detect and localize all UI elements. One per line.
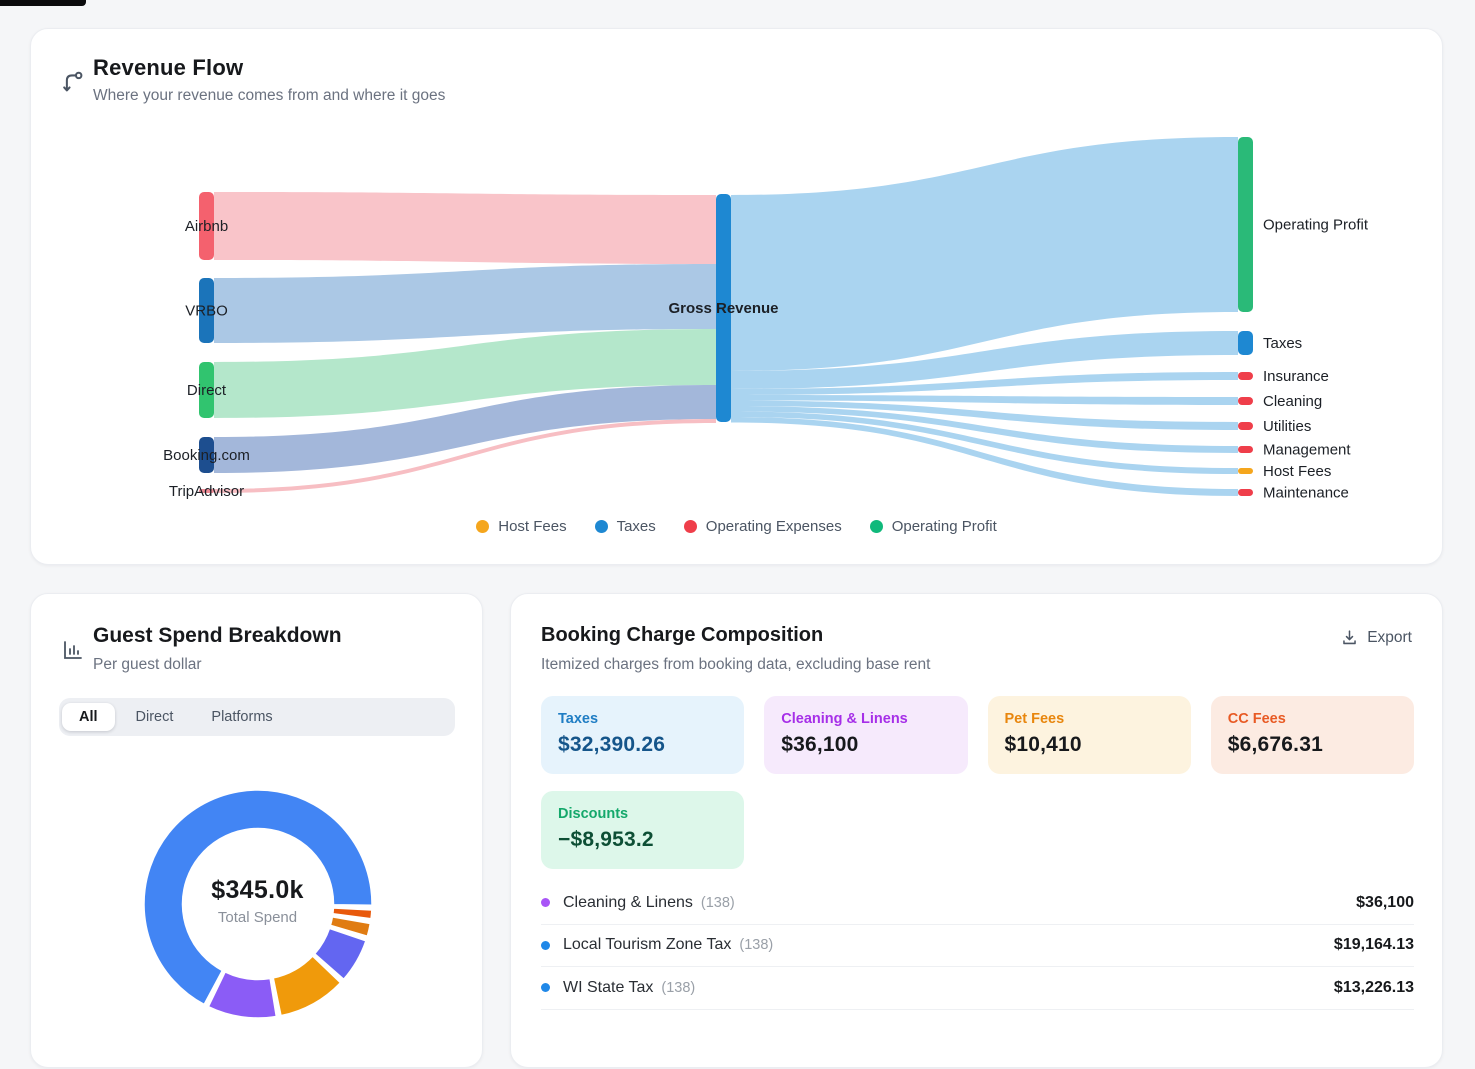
stat-label: Pet Fees: [1004, 711, 1065, 727]
tab-all[interactable]: All: [62, 703, 115, 731]
card-subtitle: Itemized charges from booking data, excl…: [541, 656, 931, 673]
stat-card-cc-fees: CC Fees $6,676.31: [1210, 696, 1414, 774]
donut-segment-dark-orange: [329, 916, 372, 938]
legend-item: Operating Expenses: [683, 518, 842, 535]
legend-item: Host Fees: [476, 518, 567, 535]
donut-segment-violet: [207, 970, 278, 1019]
row-label: Cleaning & Linens: [563, 893, 693, 911]
legend-item: Operating Profit: [869, 518, 997, 535]
stat-value: $6,676.31: [1227, 733, 1323, 756]
donut-center-text: $345.0k Total Spend: [31, 876, 484, 926]
booking-charge-card: Booking Charge Composition Itemized char…: [510, 593, 1443, 1068]
row-count: (138): [700, 894, 735, 911]
sankey-legend: Host Fees Taxes Operating Expenses Operatin…: [30, 518, 1443, 535]
flow-branch-icon: [59, 67, 86, 99]
charge-row: WI State Tax (138) $13,226.13: [541, 967, 1414, 1010]
guest-spend-card: Guest Spend Breakdown Per guest dollar A…: [30, 593, 483, 1068]
donut-chart: [143, 789, 373, 1019]
total-spend-label: Total Spend: [217, 909, 298, 926]
export-button[interactable]: Export: [1340, 628, 1412, 647]
row-value: $36,100: [1356, 893, 1414, 911]
stat-value: $32,390.26: [558, 733, 666, 756]
card-subtitle: Per guest dollar: [93, 656, 202, 673]
stat-card-discounts: Discounts −$8,953.2: [541, 791, 745, 869]
row-dot: [541, 898, 550, 908]
bar-chart-icon: [61, 638, 85, 667]
row-dot: [541, 983, 550, 993]
row-count: (138): [661, 979, 696, 996]
export-label: Export: [1367, 628, 1412, 646]
row-value: $19,164.13: [1333, 936, 1414, 954]
guest-spend-filter-tabs: All Direct Platforms: [59, 698, 455, 736]
donut-segment-red-orange-sliver: [332, 907, 373, 920]
card-title: Booking Charge Composition: [541, 624, 824, 646]
charge-stats-grid: Taxes $32,390.26 Cleaning & Linens $36,1…: [541, 696, 1414, 869]
legend-dot: [869, 520, 883, 533]
row-dot: [541, 940, 550, 950]
tab-direct[interactable]: Direct: [135, 709, 174, 725]
stat-card-taxes: Taxes $32,390.26: [541, 696, 745, 774]
download-icon: [1340, 628, 1359, 647]
row-value: $13,226.13: [1333, 978, 1414, 996]
donut-segment-indigo: [313, 927, 367, 981]
legend-dot: [476, 520, 490, 533]
row-count: (138): [739, 937, 774, 954]
total-spend-value: $345.0k: [211, 876, 304, 904]
charge-row: Local Tourism Zone Tax (138) $19,164.13: [541, 925, 1414, 967]
charge-rows-list: Cleaning & Linens (138) $36,100 Local To…: [541, 882, 1414, 1010]
revenue-flow-card: Revenue Flow Where your revenue comes fr…: [30, 28, 1443, 565]
stat-value: −$8,953.2: [558, 828, 654, 851]
tab-platforms[interactable]: Platforms: [211, 709, 273, 725]
row-label: Local Tourism Zone Tax: [563, 936, 732, 954]
legend-dot: [594, 520, 608, 533]
donut-segment-amber: [272, 955, 342, 1017]
stat-card-cleaning-linens: Cleaning & Linens $36,100: [764, 696, 968, 774]
charge-row: Cleaning & Linens (138) $36,100: [541, 882, 1414, 925]
stat-card-pet-fees: Pet Fees $10,410: [987, 696, 1191, 774]
donut-segment-primary-blue: [143, 789, 373, 1006]
card-subtitle: Where your revenue comes from and where …: [93, 87, 446, 104]
stat-label: Cleaning & Linens: [781, 711, 908, 727]
legend-item: Taxes: [594, 518, 656, 535]
stat-label: Discounts: [558, 806, 629, 822]
stat-label: Taxes: [558, 711, 599, 727]
row-label: WI State Tax: [563, 978, 654, 996]
stat-label: CC Fees: [1227, 711, 1286, 727]
browser-edge-strip: [0, 0, 86, 6]
stat-value: $36,100: [781, 733, 859, 756]
stat-value: $10,410: [1004, 733, 1082, 756]
legend-dot: [683, 520, 697, 533]
card-title: Guest Spend Breakdown: [93, 624, 342, 647]
card-title: Revenue Flow: [93, 55, 244, 80]
